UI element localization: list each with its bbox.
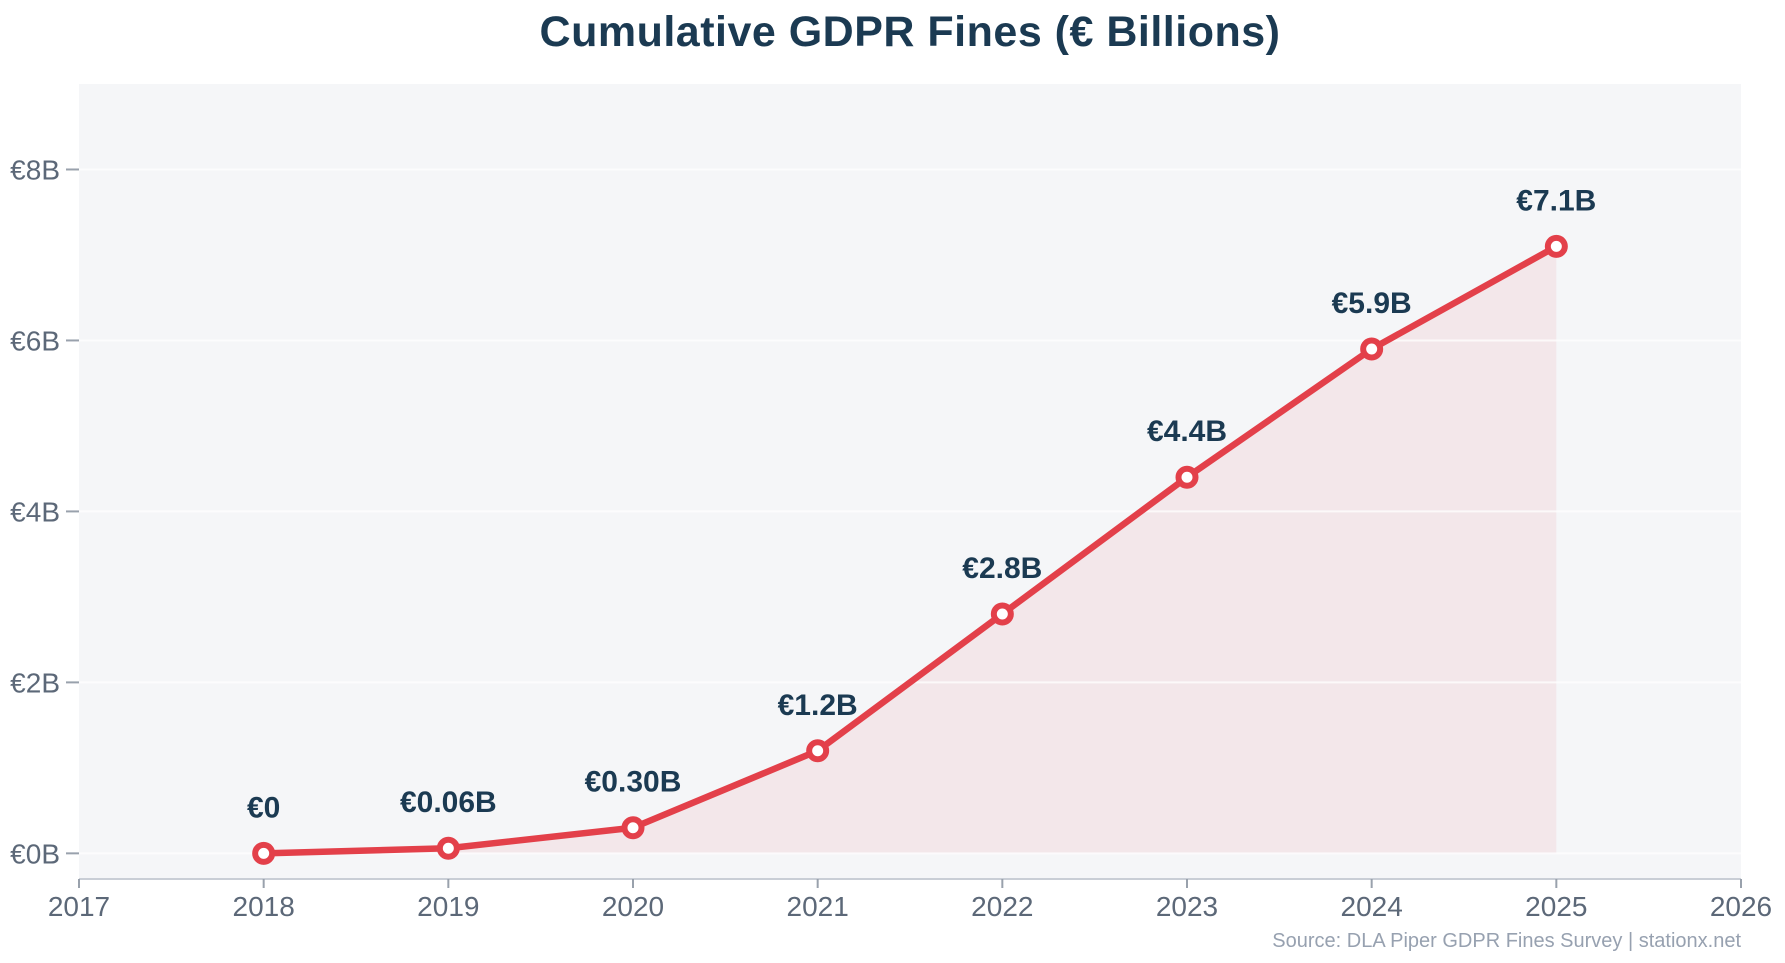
data-point-marker <box>1544 234 1568 258</box>
y-tick-label: €0B <box>10 838 60 869</box>
line-path <box>260 243 1560 857</box>
point-labels-layer: €0 €0.06B €0.30B €1.2B €2.8B €4.4B €5.9B €7.1B <box>247 184 1596 824</box>
x-axis-ticks <box>78 879 1742 888</box>
x-tick-label: 2017 <box>48 891 110 922</box>
data-point-marker <box>621 816 645 840</box>
data-point-label: €2.8B <box>962 552 1042 585</box>
data-point-label: €4.4B <box>1147 415 1227 448</box>
y-axis-labels: €0B €2B €4B €6B €8B <box>10 154 60 869</box>
y-tick-label: €8B <box>10 154 60 185</box>
x-tick-label: 2020 <box>602 891 664 922</box>
chart-title: Cumulative GDPR Fines (€ Billions) <box>539 8 1281 56</box>
y-tick-label: €2B <box>10 667 60 698</box>
x-tick-label: 2019 <box>417 891 479 922</box>
data-point-label: €0.30B <box>585 766 682 799</box>
y-tick-label: €6B <box>10 325 60 356</box>
data-point-label: €7.1B <box>1516 184 1596 217</box>
data-point-label: €0.06B <box>400 786 497 819</box>
data-point-label: €1.2B <box>778 689 858 722</box>
y-tick-label: €4B <box>10 496 60 527</box>
x-tick-label: 2026 <box>1710 891 1772 922</box>
x-axis-labels: 2017 2018 2019 2020 2021 2022 2023 2024 2025 2026 <box>48 891 1772 922</box>
data-point-marker <box>252 841 276 865</box>
area-fill-path <box>263 246 1557 854</box>
data-point-marker <box>806 739 830 763</box>
data-point-marker <box>1175 465 1199 489</box>
markers-layer <box>252 234 1568 865</box>
x-tick-label: 2023 <box>1156 891 1218 922</box>
x-tick-label: 2021 <box>787 891 849 922</box>
source-attribution: Source: DLA Piper GDPR Fines Survey | st… <box>1272 930 1741 952</box>
data-point-marker <box>1360 337 1384 361</box>
y-axis-ticks <box>66 168 79 855</box>
data-point-marker <box>990 602 1014 626</box>
x-tick-label: 2024 <box>1341 891 1403 922</box>
x-tick-label: 2025 <box>1525 891 1587 922</box>
x-tick-label: 2018 <box>233 891 295 922</box>
plot-background <box>79 84 1741 879</box>
data-point-label: €5.9B <box>1332 287 1412 320</box>
data-point-marker <box>436 836 460 860</box>
x-tick-label: 2022 <box>971 891 1033 922</box>
data-point-label: €0 <box>247 791 280 824</box>
